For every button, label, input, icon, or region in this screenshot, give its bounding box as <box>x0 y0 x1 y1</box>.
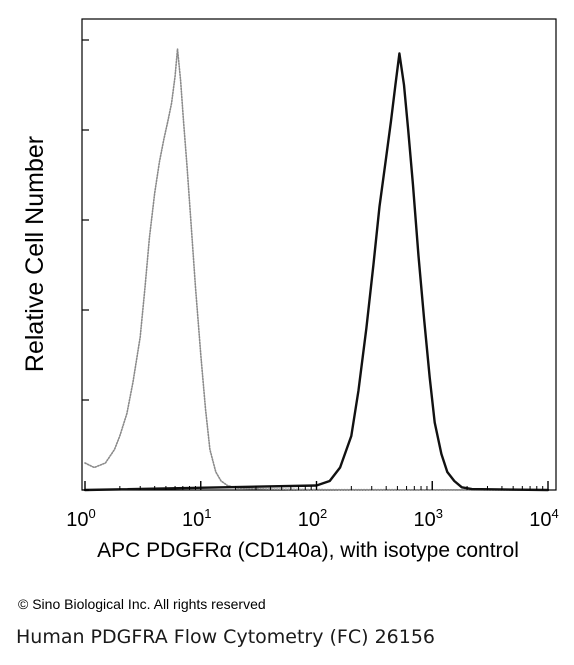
x-tick-label-base: 10 <box>66 509 88 531</box>
x-tick-label-exponent: 4 <box>552 506 559 521</box>
plot-frame <box>81 18 557 491</box>
x-tick-label-base: 10 <box>298 509 320 531</box>
x-tick-label: 100 <box>66 506 95 531</box>
series-layer <box>83 48 550 492</box>
figure-caption: Human PDGFRA Flow Cytometry (FC) 26156 <box>16 626 436 648</box>
x-tick-label-exponent: 0 <box>89 506 96 521</box>
x-tick-labels: 100 101 102 103 104 <box>66 506 558 531</box>
x-tick-label-base: 10 <box>414 509 436 531</box>
copyright-notice: © Sino Biological Inc. All rights reserv… <box>18 596 266 612</box>
x-tick-label: 101 <box>182 506 211 531</box>
y-axis-label: Relative Cell Number <box>21 136 49 372</box>
x-tick-label-base: 10 <box>529 509 551 531</box>
y-axis-ticks <box>82 39 89 491</box>
x-tick-label-base: 10 <box>182 509 204 531</box>
x-axis-ticks <box>84 481 549 490</box>
histogram-series-2 <box>83 52 550 492</box>
histogram-series-1 <box>84 48 549 491</box>
x-tick-label-exponent: 3 <box>436 506 443 521</box>
x-tick-label-exponent: 1 <box>204 506 211 521</box>
x-tick-label: 102 <box>298 506 327 531</box>
x-axis-label: APC PDGFRα (CD140a), with isotype contro… <box>97 539 519 562</box>
x-tick-label-exponent: 2 <box>320 506 327 521</box>
x-tick-label: 104 <box>529 506 558 531</box>
flow-cytometry-histogram: 100 101 102 103 104 APC PDGFRα (CD140a), wit… <box>21 18 559 562</box>
x-tick-label: 103 <box>414 506 443 531</box>
